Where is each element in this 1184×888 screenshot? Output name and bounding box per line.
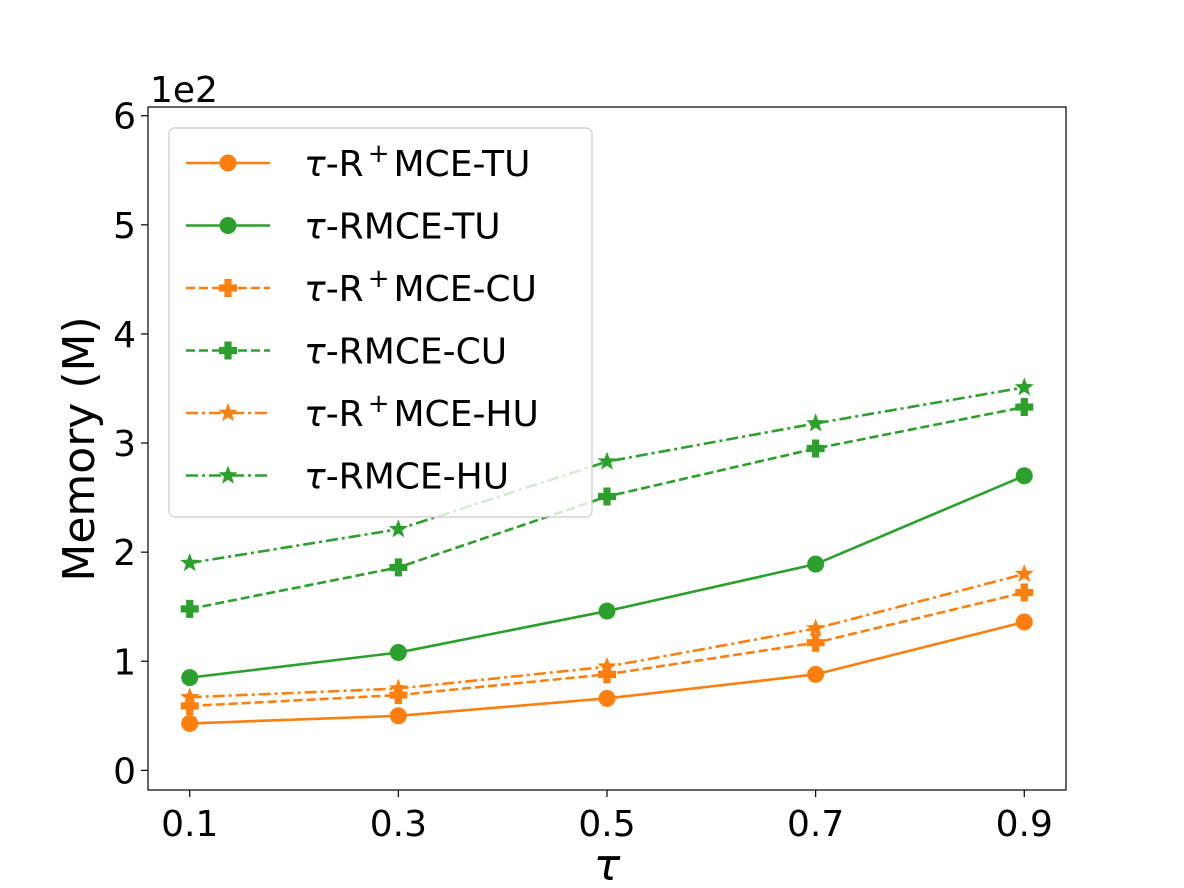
data-point xyxy=(1014,563,1034,583)
legend-label: τ-R + MCE-HU xyxy=(304,389,539,435)
data-point xyxy=(598,689,616,707)
data-point xyxy=(181,714,199,732)
legend-item: τ-RMCE-HU xyxy=(186,457,509,498)
y-tick-label: 6 xyxy=(113,97,136,138)
y-tick-label: 4 xyxy=(113,315,136,356)
data-point xyxy=(389,644,407,662)
series-5 xyxy=(180,563,1034,706)
y-tick-label: 3 xyxy=(113,424,136,465)
data-point xyxy=(180,687,200,706)
data-point xyxy=(388,519,408,538)
data-point xyxy=(180,696,199,715)
series-layer xyxy=(180,377,1034,732)
series-2 xyxy=(181,467,1033,687)
x-tick-label: 0.5 xyxy=(578,804,635,845)
legend-marker xyxy=(219,279,237,297)
legend-marker xyxy=(218,465,238,484)
legend-label: τ-RMCE-TU xyxy=(304,207,501,248)
legend-label: τ-RMCE-HU xyxy=(304,457,509,498)
data-point xyxy=(1015,583,1034,602)
y-axis: 0 1 2 3 4 5 6 xyxy=(113,97,148,792)
data-point xyxy=(597,451,617,470)
legend-marker xyxy=(218,403,238,422)
y-tick-label: 5 xyxy=(113,206,136,247)
x-tick-label: 0.9 xyxy=(996,804,1053,845)
series-3 xyxy=(180,583,1034,715)
data-point xyxy=(806,413,826,432)
data-point xyxy=(598,665,616,684)
x-axis: 0.1 0.3 0.5 0.7 0.9 xyxy=(161,790,1053,845)
legend-item: τ-RMCE-TU xyxy=(186,207,501,248)
data-point xyxy=(806,439,825,458)
data-point xyxy=(807,555,825,573)
data-point xyxy=(807,665,825,683)
y-offset-label: 1e2 xyxy=(150,70,218,111)
data-point xyxy=(1015,398,1034,417)
data-point xyxy=(1015,467,1033,485)
legend-marker xyxy=(219,217,237,234)
legend: τ-R + MCE-TU τ-RMCE-TU τ-R + MCE-CU τ-RMCE-CU τ-… xyxy=(168,127,593,518)
data-point xyxy=(598,602,616,620)
legend-item: τ-R + MCE-HU xyxy=(186,389,539,435)
y-tick-label: 2 xyxy=(113,533,136,574)
x-tick-label: 0.1 xyxy=(161,804,218,845)
x-tick-label: 0.7 xyxy=(787,804,844,845)
y-axis-label: Memory (M) xyxy=(54,316,105,581)
x-axis-label: τ xyxy=(594,840,621,888)
data-point xyxy=(1015,613,1033,631)
legend-box xyxy=(168,127,593,518)
data-point xyxy=(388,678,408,697)
x-tick-label: 0.3 xyxy=(370,804,427,845)
legend-label: τ-RMCE-CU xyxy=(304,332,507,373)
series-4 xyxy=(180,398,1034,618)
series-1 xyxy=(181,613,1033,732)
y-tick-label: 0 xyxy=(113,751,136,792)
data-point xyxy=(806,618,826,637)
legend-marker xyxy=(219,341,237,360)
data-point xyxy=(1014,377,1034,396)
legend-label: τ-R + MCE-TU xyxy=(304,139,530,185)
data-point xyxy=(389,686,408,705)
data-point xyxy=(180,599,199,618)
data-point xyxy=(389,558,408,577)
y-tick-label: 1 xyxy=(113,642,136,683)
data-point xyxy=(597,656,617,675)
data-point xyxy=(181,669,199,687)
legend-item: τ-R + MCE-TU xyxy=(186,139,530,185)
legend-marker xyxy=(219,154,237,172)
series-6 xyxy=(180,377,1034,572)
legend-label: τ-R + MCE-CU xyxy=(304,264,537,310)
legend-item: τ-R + MCE-CU xyxy=(186,264,537,310)
data-point xyxy=(180,553,200,572)
data-point xyxy=(389,707,407,725)
data-point xyxy=(806,633,825,652)
data-point xyxy=(598,487,616,506)
legend-item: τ-RMCE-CU xyxy=(186,332,507,373)
